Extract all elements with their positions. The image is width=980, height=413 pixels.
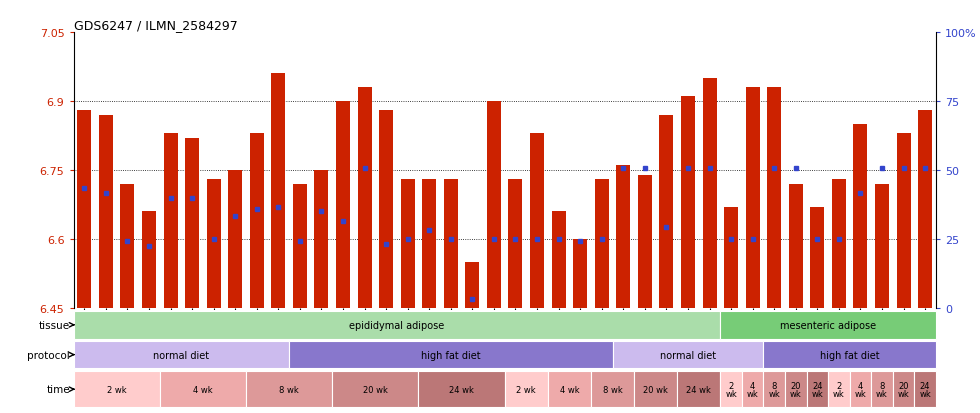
Bar bbox=[505, 371, 548, 407]
Bar bbox=[358, 88, 371, 308]
Bar bbox=[336, 102, 350, 308]
Bar bbox=[418, 371, 505, 407]
Bar bbox=[591, 371, 634, 407]
Bar bbox=[810, 207, 824, 308]
Text: 24
wk: 24 wk bbox=[919, 381, 931, 398]
Text: normal diet: normal diet bbox=[153, 350, 210, 360]
Bar bbox=[785, 371, 807, 407]
Bar bbox=[99, 116, 113, 308]
Bar bbox=[850, 371, 871, 407]
Bar bbox=[897, 134, 910, 308]
Text: 2 wk: 2 wk bbox=[516, 385, 536, 394]
Text: 2
wk: 2 wk bbox=[725, 381, 737, 398]
Bar bbox=[271, 74, 285, 308]
Text: protocol: protocol bbox=[27, 350, 70, 360]
Bar bbox=[379, 111, 393, 308]
Text: 4 wk: 4 wk bbox=[193, 385, 213, 394]
Text: 24 wk: 24 wk bbox=[686, 385, 711, 394]
Text: epididymal adipose: epididymal adipose bbox=[349, 320, 445, 330]
Bar bbox=[595, 180, 609, 308]
Bar bbox=[763, 341, 936, 368]
Text: 20
wk: 20 wk bbox=[898, 381, 909, 398]
Text: 4 wk: 4 wk bbox=[560, 385, 579, 394]
Bar bbox=[703, 79, 716, 308]
Text: 2
wk: 2 wk bbox=[833, 381, 845, 398]
Bar bbox=[914, 371, 936, 407]
Bar bbox=[720, 311, 936, 339]
Bar bbox=[315, 171, 328, 308]
Bar bbox=[142, 212, 156, 308]
Bar bbox=[612, 341, 763, 368]
Text: 8 wk: 8 wk bbox=[279, 385, 299, 394]
Bar bbox=[660, 116, 673, 308]
Bar bbox=[246, 371, 332, 407]
Bar bbox=[422, 180, 436, 308]
Bar bbox=[293, 184, 307, 308]
Bar bbox=[875, 184, 889, 308]
Bar bbox=[74, 371, 160, 407]
Bar bbox=[677, 371, 720, 407]
Text: GDS6247 / ILMN_2584297: GDS6247 / ILMN_2584297 bbox=[74, 19, 237, 32]
Bar bbox=[74, 311, 720, 339]
Bar bbox=[121, 184, 134, 308]
Text: 20
wk: 20 wk bbox=[790, 381, 802, 398]
Bar bbox=[681, 97, 695, 308]
Bar bbox=[573, 240, 587, 308]
Bar bbox=[763, 371, 785, 407]
Text: 24 wk: 24 wk bbox=[449, 385, 474, 394]
Bar bbox=[164, 134, 177, 308]
Text: high fat diet: high fat diet bbox=[421, 350, 480, 360]
Text: 8
wk: 8 wk bbox=[768, 381, 780, 398]
Bar bbox=[724, 207, 738, 308]
Bar bbox=[548, 371, 591, 407]
Bar bbox=[77, 111, 91, 308]
Text: 4
wk: 4 wk bbox=[855, 381, 866, 398]
Bar bbox=[854, 125, 867, 308]
Text: high fat diet: high fat diet bbox=[820, 350, 879, 360]
Bar bbox=[207, 180, 220, 308]
Bar bbox=[250, 134, 264, 308]
Text: 4
wk: 4 wk bbox=[747, 381, 759, 398]
Bar bbox=[616, 166, 630, 308]
Text: time: time bbox=[46, 384, 70, 394]
Text: tissue: tissue bbox=[39, 320, 70, 330]
Bar bbox=[871, 371, 893, 407]
Bar bbox=[828, 371, 850, 407]
Text: 24
wk: 24 wk bbox=[811, 381, 823, 398]
Text: 20 wk: 20 wk bbox=[643, 385, 668, 394]
Text: 20 wk: 20 wk bbox=[363, 385, 388, 394]
Bar bbox=[893, 371, 914, 407]
Bar bbox=[74, 341, 289, 368]
Bar bbox=[918, 111, 932, 308]
Text: normal diet: normal diet bbox=[660, 350, 716, 360]
Text: mesenteric adipose: mesenteric adipose bbox=[780, 320, 876, 330]
Bar bbox=[552, 212, 565, 308]
Bar bbox=[530, 134, 544, 308]
Bar bbox=[466, 262, 479, 308]
Bar bbox=[228, 171, 242, 308]
Text: 8 wk: 8 wk bbox=[603, 385, 622, 394]
Text: 2 wk: 2 wk bbox=[107, 385, 126, 394]
Bar bbox=[746, 88, 760, 308]
Bar bbox=[832, 180, 846, 308]
Bar bbox=[807, 371, 828, 407]
Text: 8
wk: 8 wk bbox=[876, 381, 888, 398]
Bar bbox=[185, 138, 199, 308]
Bar bbox=[634, 371, 677, 407]
Bar bbox=[332, 371, 418, 407]
Bar bbox=[160, 371, 246, 407]
Bar bbox=[638, 175, 652, 308]
Bar bbox=[444, 180, 458, 308]
Bar bbox=[401, 180, 415, 308]
Bar bbox=[509, 180, 522, 308]
Bar bbox=[742, 371, 763, 407]
Bar bbox=[720, 371, 742, 407]
Bar bbox=[289, 341, 612, 368]
Bar bbox=[487, 102, 501, 308]
Bar bbox=[789, 184, 803, 308]
Bar bbox=[767, 88, 781, 308]
